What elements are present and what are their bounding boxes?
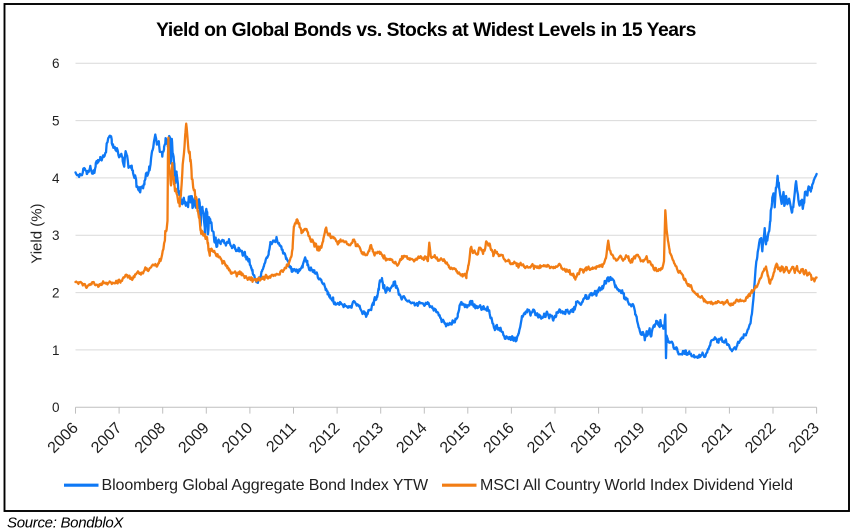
svg-text:MSCI All Country World Index D: MSCI All Country World Index Dividend Yi… <box>480 477 793 494</box>
svg-text:Yield on Global Bonds vs. Stoc: Yield on Global Bonds vs. Stocks at Wide… <box>156 20 696 41</box>
svg-text:2: 2 <box>52 286 60 301</box>
svg-text:3: 3 <box>52 228 60 243</box>
svg-text:4: 4 <box>52 171 60 186</box>
svg-text:5: 5 <box>52 114 60 129</box>
svg-text:1: 1 <box>52 343 60 358</box>
svg-text:Yield (%): Yield (%) <box>29 203 46 263</box>
svg-text:Source: BondbloX: Source: BondbloX <box>7 515 124 531</box>
svg-text:Bloomberg Global Aggregate Bon: Bloomberg Global Aggregate Bond Index YT… <box>102 477 429 494</box>
svg-text:0: 0 <box>52 400 60 415</box>
svg-text:6: 6 <box>52 56 60 71</box>
